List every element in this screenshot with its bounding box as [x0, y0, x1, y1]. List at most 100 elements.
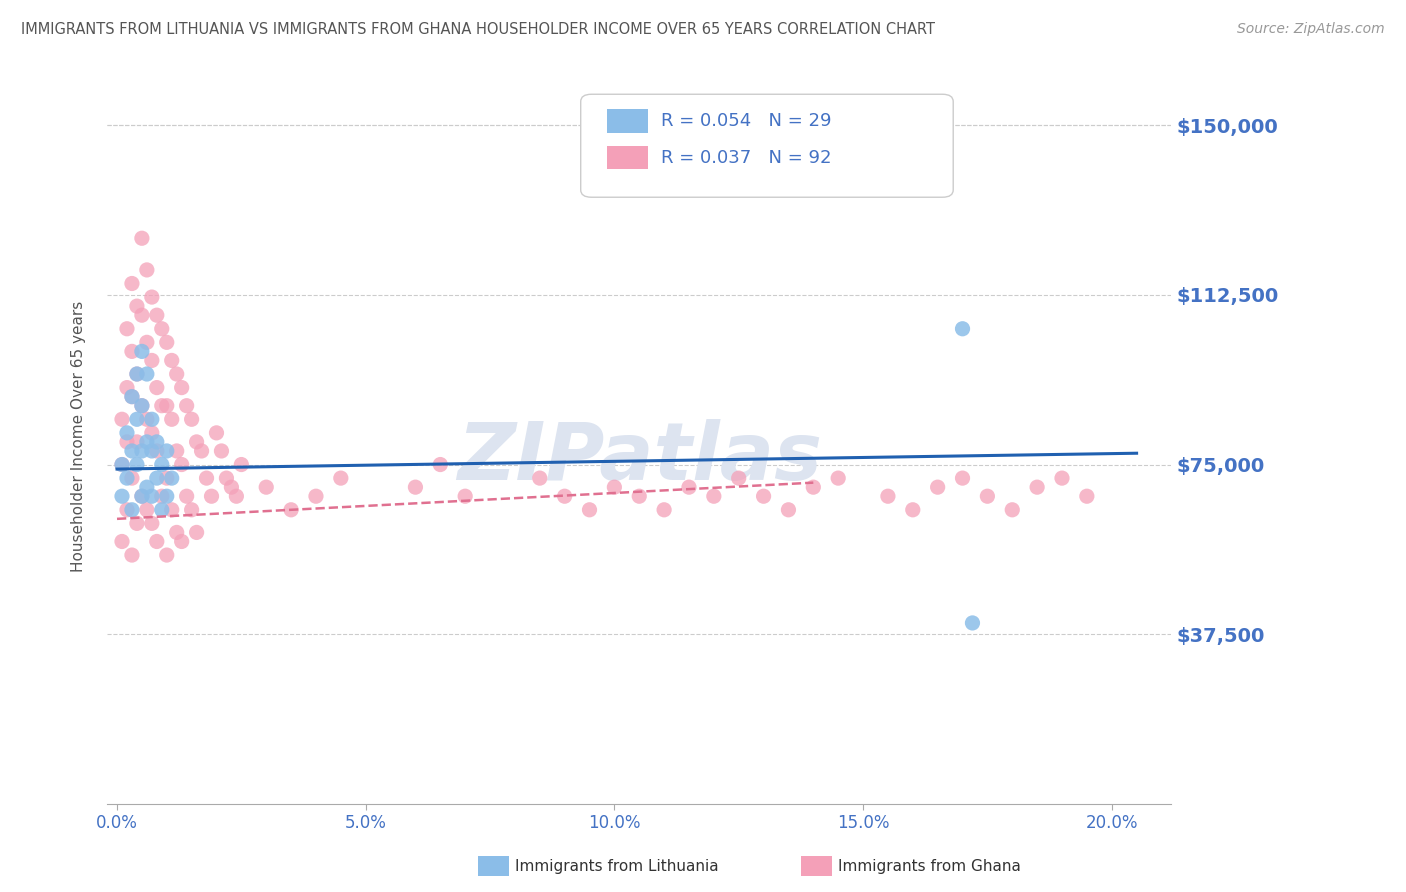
- FancyBboxPatch shape: [607, 145, 648, 169]
- Point: [186, 525, 208, 540]
- Point: [166, 525, 188, 540]
- Point: [1076, 489, 1098, 503]
- Point: [146, 434, 169, 449]
- Point: [404, 480, 426, 494]
- Point: [1026, 480, 1049, 494]
- Point: [121, 444, 143, 458]
- Point: [1001, 503, 1024, 517]
- Point: [305, 489, 328, 503]
- Point: [131, 489, 153, 503]
- Point: [877, 489, 900, 503]
- Point: [254, 480, 277, 494]
- Point: [221, 480, 243, 494]
- Point: [652, 503, 675, 517]
- Point: [628, 489, 651, 503]
- Point: [141, 489, 163, 503]
- Point: [146, 381, 169, 395]
- Point: [280, 503, 302, 517]
- Point: [156, 489, 179, 503]
- Point: [125, 412, 148, 426]
- Point: [121, 277, 143, 291]
- Point: [727, 471, 749, 485]
- Text: R = 0.037   N = 92: R = 0.037 N = 92: [661, 148, 831, 167]
- Point: [976, 489, 998, 503]
- Point: [125, 367, 148, 381]
- Point: [195, 471, 218, 485]
- Point: [115, 381, 138, 395]
- Point: [603, 480, 626, 494]
- Point: [141, 353, 163, 368]
- Point: [121, 471, 143, 485]
- Point: [125, 367, 148, 381]
- Point: [115, 471, 138, 485]
- Point: [329, 471, 352, 485]
- FancyBboxPatch shape: [607, 109, 648, 133]
- Point: [529, 471, 551, 485]
- Point: [121, 503, 143, 517]
- Point: [135, 367, 157, 381]
- Point: [170, 381, 193, 395]
- Point: [131, 399, 153, 413]
- Point: [752, 489, 775, 503]
- Point: [554, 489, 576, 503]
- Point: [180, 503, 202, 517]
- Y-axis label: Householder Income Over 65 years: Householder Income Over 65 years: [72, 301, 86, 572]
- Point: [146, 471, 169, 485]
- Point: [111, 489, 134, 503]
- Point: [952, 322, 974, 336]
- Point: [121, 390, 143, 404]
- Point: [703, 489, 725, 503]
- Point: [170, 534, 193, 549]
- Point: [952, 471, 974, 485]
- Point: [111, 412, 134, 426]
- Point: [115, 503, 138, 517]
- Point: [146, 308, 169, 322]
- Text: Source: ZipAtlas.com: Source: ZipAtlas.com: [1237, 22, 1385, 37]
- Point: [578, 503, 600, 517]
- Point: [962, 615, 984, 630]
- Point: [190, 444, 212, 458]
- Point: [146, 444, 169, 458]
- Point: [135, 503, 157, 517]
- Text: Immigrants from Lithuania: Immigrants from Lithuania: [515, 859, 718, 873]
- Text: Immigrants from Ghana: Immigrants from Ghana: [838, 859, 1021, 873]
- Point: [156, 444, 179, 458]
- Point: [215, 471, 238, 485]
- Point: [135, 412, 157, 426]
- Point: [156, 335, 179, 350]
- Point: [111, 534, 134, 549]
- Text: ZIPatlas: ZIPatlas: [457, 419, 821, 498]
- Point: [131, 444, 153, 458]
- Point: [801, 480, 824, 494]
- Point: [211, 444, 233, 458]
- Point: [200, 489, 222, 503]
- Point: [121, 344, 143, 359]
- Point: [131, 489, 153, 503]
- Point: [131, 231, 153, 245]
- Point: [1050, 471, 1073, 485]
- Point: [135, 434, 157, 449]
- Point: [141, 444, 163, 458]
- Point: [135, 335, 157, 350]
- Point: [901, 503, 924, 517]
- Point: [115, 322, 138, 336]
- Point: [160, 503, 183, 517]
- Point: [115, 425, 138, 440]
- Point: [156, 399, 179, 413]
- Point: [180, 412, 202, 426]
- Point: [150, 503, 173, 517]
- Text: R = 0.054   N = 29: R = 0.054 N = 29: [661, 112, 831, 129]
- Point: [160, 412, 183, 426]
- Point: [150, 322, 173, 336]
- Point: [160, 353, 183, 368]
- Point: [135, 480, 157, 494]
- Point: [186, 434, 208, 449]
- Point: [131, 399, 153, 413]
- Point: [131, 344, 153, 359]
- Point: [429, 458, 451, 472]
- Point: [166, 444, 188, 458]
- Point: [125, 299, 148, 313]
- Point: [150, 458, 173, 472]
- Point: [205, 425, 228, 440]
- Point: [678, 480, 700, 494]
